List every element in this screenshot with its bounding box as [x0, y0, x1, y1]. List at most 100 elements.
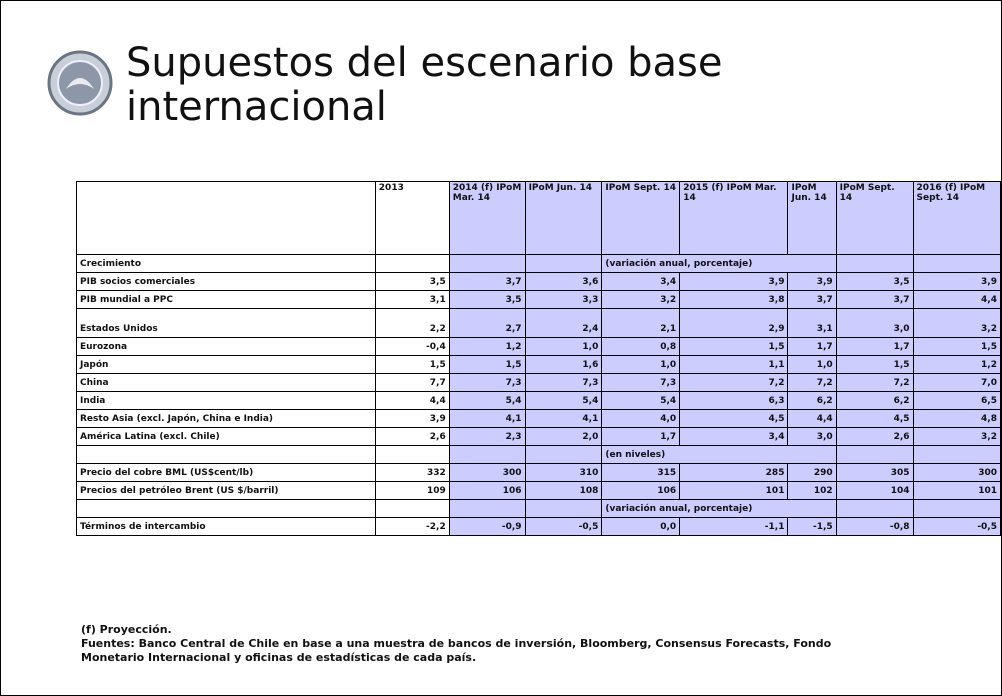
cell [524, 499, 603, 518]
cell: 1,6 [524, 355, 603, 374]
cell: 7,7 [374, 373, 450, 392]
cell: 101 [679, 481, 789, 500]
cell: 4,1 [448, 409, 526, 428]
cell [912, 254, 1001, 273]
cell: 3,7 [835, 290, 914, 309]
cell: 1,7 [601, 427, 681, 446]
cell: 1,5 [374, 355, 450, 374]
cell: -2,2 [374, 517, 450, 536]
cell [448, 254, 526, 273]
cell: 5,4 [601, 391, 681, 410]
table-row: China 7,7 7,3 7,3 7,3 7,2 7,2 7,2 7,0 [76, 373, 1001, 392]
cell: 332 [374, 463, 450, 482]
cell: 3,5 [835, 272, 914, 291]
cell: 1,0 [524, 337, 603, 356]
cell: 285 [679, 463, 789, 482]
cell: 1,0 [601, 355, 681, 374]
cell [374, 499, 450, 518]
cell [448, 499, 526, 518]
cell: 3,5 [374, 272, 450, 291]
cell: 101 [912, 481, 1001, 500]
cell [835, 499, 914, 518]
cell: 3,9 [679, 272, 789, 291]
row-label: América Latina (excl. Chile) [76, 427, 376, 446]
cell: 106 [601, 481, 681, 500]
header-cell [76, 181, 376, 255]
cell: 3,0 [787, 427, 837, 446]
cell: 1,5 [912, 337, 1001, 356]
cell: 4,4 [912, 290, 1001, 309]
cell: 4,4 [374, 391, 450, 410]
table-row: Japón 1,5 1,5 1,6 1,0 1,1 1,0 1,5 1,2 [76, 355, 1001, 374]
cell: 4,5 [835, 409, 914, 428]
cell: 3,5 [448, 290, 526, 309]
cell: 4,1 [524, 409, 603, 428]
cell: -0,8 [835, 517, 914, 536]
cell: 3,9 [787, 272, 837, 291]
cell: 2,7 [448, 308, 526, 338]
cell: 106 [448, 481, 526, 500]
cell [835, 445, 914, 464]
cell [448, 445, 526, 464]
cell: 108 [524, 481, 603, 500]
cell: 3,3 [524, 290, 603, 309]
table-row: Crecimiento (variación anual, porcentaje) [76, 254, 1001, 273]
header-row: 2013 2014 (f) IPoM Mar. 14 IPoM Jun. 14 IPo… [76, 181, 1001, 255]
logo [47, 50, 113, 116]
header-cell: 2015 (f) IPoM Mar. 14 [679, 181, 789, 255]
cell: 1,1 [679, 355, 789, 374]
cell: 1,2 [448, 337, 526, 356]
row-label: Términos de intercambio [76, 517, 376, 536]
cell: 2,2 [374, 308, 450, 338]
note-cell: (variación anual, porcentaje) [601, 499, 837, 518]
cell [524, 445, 603, 464]
cell [912, 445, 1001, 464]
table-row: (en niveles) [76, 445, 1001, 464]
cell: 7,3 [601, 373, 681, 392]
cell: 3,2 [912, 427, 1001, 446]
cell: 3,0 [835, 308, 914, 338]
note-cell: (en niveles) [601, 445, 837, 464]
cell [835, 254, 914, 273]
cell: 315 [601, 463, 681, 482]
cell: -0,9 [448, 517, 526, 536]
header-cell: IPoM Jun. 14 [524, 181, 603, 255]
cell: 6,2 [835, 391, 914, 410]
cell: 1,7 [835, 337, 914, 356]
cell: 7,2 [679, 373, 789, 392]
cell: 2,0 [524, 427, 603, 446]
header-cell: IPoM Sept. 14 [835, 181, 914, 255]
table-row: Eurozona -0,4 1,2 1,0 0,8 1,5 1,7 1,7 1,5 [76, 337, 1001, 356]
cell: 6,3 [679, 391, 789, 410]
table: 2013 2014 (f) IPoM Mar. 14 IPoM Jun. 14 IPo… [76, 181, 1001, 536]
table-row: India 4,4 5,4 5,4 5,4 6,3 6,2 6,2 6,5 [76, 391, 1001, 410]
cell: 1,0 [787, 355, 837, 374]
row-label [76, 499, 376, 518]
note: Fuentes: Banco Central de Chile en base … [81, 637, 832, 664]
cell: 109 [374, 481, 450, 500]
cell: 3,1 [787, 308, 837, 338]
row-label: Precio del cobre BML (US$cent/lb) [76, 463, 376, 482]
cell: -0,4 [374, 337, 450, 356]
cell: 7,3 [524, 373, 603, 392]
cell: 3,7 [787, 290, 837, 309]
header-cell: 2016 (f) IPoM Sept. 14 [912, 181, 1001, 255]
cell: 1,5 [835, 355, 914, 374]
cell: 305 [835, 463, 914, 482]
cell: 2,6 [374, 427, 450, 446]
row-label: Crecimiento [76, 254, 376, 273]
cell [374, 445, 450, 464]
cell: 300 [912, 463, 1001, 482]
table-row: PIB socios comerciales 3,5 3,7 3,6 3,4 3,9 3,9… [76, 272, 1001, 291]
cell: 7,2 [787, 373, 837, 392]
cell: 6,5 [912, 391, 1001, 410]
cell: 5,4 [448, 391, 526, 410]
row-label: China [76, 373, 376, 392]
row-label: PIB mundial a PPC [76, 290, 376, 309]
cell: 4,0 [601, 409, 681, 428]
cell: -0,5 [912, 517, 1001, 536]
cell: 7,0 [912, 373, 1001, 392]
cell: 2,4 [524, 308, 603, 338]
cell: 3,8 [679, 290, 789, 309]
note-cell: (variación anual, porcentaje) [601, 254, 837, 273]
